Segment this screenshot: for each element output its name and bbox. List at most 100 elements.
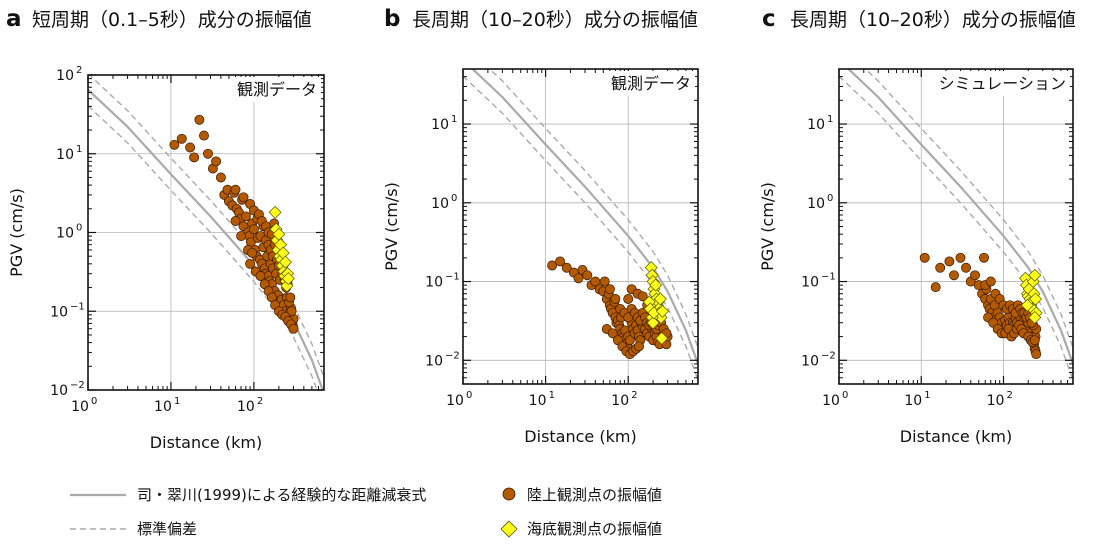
plot-a-ytick-label-2: 10 (56, 226, 74, 242)
plot-a-land-point-4 (194, 114, 205, 125)
plot-a-xlabel: Distance (km) (150, 433, 262, 452)
plot-c-land-point-83 (1029, 335, 1040, 346)
plot-a-land-point-0 (169, 139, 180, 150)
legend-dashed-line-label: 標準偏差 (137, 520, 197, 538)
plot-a-land-point-55 (236, 231, 247, 242)
plot-c-land-point-11 (979, 252, 989, 263)
plot-b-curves (463, 69, 698, 381)
plot-b-xtick-label-1: 10 (529, 393, 547, 409)
plot-b-sd-upper-line (488, 69, 698, 349)
legend-sea-diamond-marker (500, 520, 518, 538)
plot-a-land-point-74 (285, 292, 296, 303)
plot-a-sea-point-0 (268, 205, 282, 219)
plot-b-land-point-2 (561, 262, 572, 273)
plot-b-land-point-78 (607, 328, 618, 339)
plot-b-ytick-exp-1: 0 (451, 193, 457, 204)
plot-a-xtick-exp-2: 2 (257, 396, 263, 407)
plot-a-land-point-77 (238, 192, 249, 203)
plot-b-ytick-label-2: 10 (425, 275, 443, 291)
legend-land-circle-marker (502, 487, 516, 501)
plot-a-land-point-2 (185, 142, 196, 153)
plot-a-sea-point-16 (281, 272, 295, 286)
plot-c-xtick-exp-0: 0 (842, 390, 848, 401)
plot-b-land-point-89 (637, 291, 648, 302)
plot-b-land-point-4 (573, 273, 584, 284)
plot-c-sd-lower-line (839, 75, 1073, 381)
plot-a-land-point-9 (215, 172, 226, 183)
plot-b-xtick-label-0: 10 (446, 393, 464, 409)
plot-b-ytick-label-3: 10 (425, 353, 443, 369)
legend: 司・翠川(1999)による経験的な距離減衰式 標準偏差 陸上観測点の振幅値 海底… (70, 486, 662, 538)
plot-b-attenuation-line (470, 69, 698, 365)
panel-b-header: b 長周期（10–20秒）成分の振幅値 (384, 6, 698, 32)
plot-b-ytick-exp-0: 1 (451, 114, 457, 125)
plot-a-xtick-exp-0: 0 (91, 396, 97, 407)
plot-a-land-point-75 (286, 306, 297, 317)
plot-a-markers (169, 114, 299, 334)
plot-a-xtick-label-2: 10 (237, 399, 255, 415)
plot-a-land-point-88 (255, 271, 266, 281)
plot-b-markers (547, 256, 673, 360)
plot-b-sd-lower-line (463, 75, 698, 381)
plot-c-attenuation-line (846, 69, 1073, 365)
plot-a-land-point-6 (203, 148, 213, 159)
plot-b-inset-label: 観測データ (611, 74, 691, 93)
plot-c-ytick-exp-1: 0 (827, 193, 833, 204)
plot-a-land-point-3 (189, 152, 200, 163)
plot-b-sea-point-19 (653, 292, 667, 306)
plot-a-land-point-20 (240, 211, 251, 222)
plot-a-xtick-label-1: 10 (154, 399, 172, 415)
plot-a-xtick-label-0: 10 (71, 399, 89, 415)
panel-a-header: a 短周期（0.1–5秒）成分の振幅値 (6, 6, 312, 32)
plot-a-ytick-exp-3: −1 (70, 301, 85, 312)
plot-a-land-point-76 (230, 184, 241, 195)
panel-b-title: 長周期（10–20秒）成分の振幅値 (412, 9, 698, 31)
plot-c-xtick-exp-2: 2 (1006, 390, 1012, 401)
plot-c-ytick-exp-3: −2 (821, 350, 836, 361)
plot-a-land-point-98 (288, 323, 299, 334)
plot-a-ytick-label-3: 10 (50, 304, 68, 320)
plot-b-sea-point-15 (646, 316, 660, 330)
legend-sea-label: 海底観測点の振幅値 (527, 520, 662, 538)
legend-item-sea: 海底観測点の振幅値 (500, 520, 662, 538)
legend-land-label: 陸上観測点の振幅値 (527, 486, 662, 504)
plot-a-ytick-exp-1: 1 (76, 144, 82, 155)
plot-b-ylabel: PGV (cm/s) (382, 182, 401, 271)
plot-a-ytick-label-4: 10 (50, 383, 68, 399)
plot-c-xtick-exp-1: 1 (924, 390, 930, 401)
plot-b-ytick-label-0: 10 (431, 117, 449, 133)
plot-c-xlabel: Distance (km) (900, 427, 1012, 446)
plot-b-xtick-exp-2: 2 (631, 390, 637, 401)
plot-b-xtick-label-2: 10 (611, 393, 629, 409)
plot-c-inset-label: シミュレーション (939, 74, 1066, 93)
plot-c-sea-point-11 (1028, 268, 1042, 282)
plot-b-ytick-exp-3: −2 (445, 350, 460, 361)
plot-c-ytick-label-1: 10 (807, 196, 825, 212)
plot-b-land-point-85 (634, 341, 644, 352)
plot-c-sd-upper-line (864, 69, 1073, 349)
legend-item-dashed-line: 標準偏差 (70, 520, 197, 538)
plot-c-ylabel: PGV (cm/s) (758, 182, 777, 271)
plot-c-xtick-label-0: 10 (822, 393, 840, 409)
plot-a-land-point-5 (199, 130, 209, 141)
plot-c-land-point-5 (955, 252, 966, 263)
panel-letter-c: c (762, 6, 776, 32)
plot-c-ytick-label-0: 10 (807, 117, 825, 133)
plot-c-land-point-52 (985, 276, 996, 287)
plot-c-land-point-47 (1031, 349, 1042, 360)
panel-letter-a: a (6, 6, 22, 32)
plot-b-xtick-exp-0: 0 (466, 390, 472, 401)
panel-letter-b: b (384, 6, 400, 32)
panel-c-header: c 長周期（10–20秒）成分の振幅値 (762, 6, 1076, 32)
plot-a-ytick-label-0: 10 (56, 68, 74, 84)
plot-a-land-point-86 (245, 258, 256, 269)
plot-b-land-point-56 (604, 284, 615, 295)
plot-b-inset-bg (606, 71, 695, 96)
plot-c-ytick-label-3: 10 (801, 353, 819, 369)
plot-a-ytick-exp-0: 2 (76, 65, 82, 76)
plot-b-land-point-0 (547, 260, 558, 271)
plot-a-land-point-54 (230, 216, 241, 226)
